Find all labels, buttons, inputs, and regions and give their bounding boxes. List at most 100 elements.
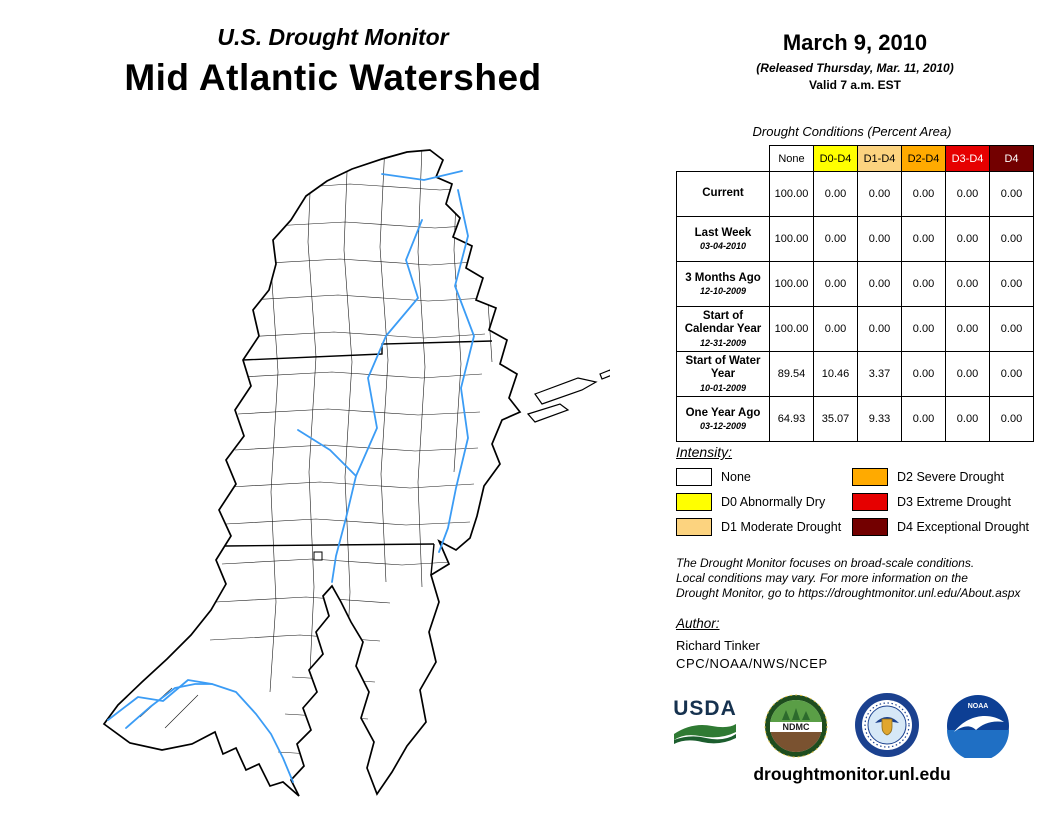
legend-item-d2: D2 Severe Drought	[852, 467, 1029, 486]
cell-value: 0.00	[945, 351, 990, 397]
row-label: One Year Ago 03-12-2009	[676, 396, 770, 442]
release-date: March 9, 2010	[782, 30, 928, 55]
legend-swatch-none	[676, 467, 712, 486]
cell-value: 35.07	[813, 396, 858, 442]
cell-value: 0.00	[901, 351, 946, 397]
legend-item-d3: D3 Extreme Drought	[852, 492, 1029, 511]
watershed-map-svg	[102, 149, 613, 797]
cell-value: 0.00	[989, 216, 1034, 262]
watershed-map	[30, 132, 613, 800]
legend-label: D2 Severe Drought	[897, 469, 1005, 484]
row-label-date: 12-31-2009	[699, 337, 747, 348]
ndmc-logo: NDMC	[764, 694, 828, 763]
release-valid: Valid 7 a.m. EST	[808, 78, 902, 92]
susquehanna-river	[331, 219, 423, 583]
commerce-seal-icon	[855, 693, 919, 757]
table-row-last-week: Last Week 03-04-2010 100.00 0.00 0.00 0.…	[676, 216, 1034, 262]
row-label-text: Last Week	[694, 226, 752, 239]
row-label: Current	[676, 171, 770, 217]
cell-value: 9.33	[857, 396, 902, 442]
release-subtitle: (Released Thursday, Mar. 11, 2010)	[756, 61, 954, 75]
cell-value: 0.00	[945, 306, 990, 352]
legend-label: None	[721, 469, 751, 484]
table-caption: Drought Conditions (Percent Area)	[752, 124, 952, 139]
drought-conditions-table: None D0-D4 D1-D4 D2-D4 D3-D4 D4 Current …	[676, 145, 1034, 442]
row-label-text: Start of Water Year	[685, 355, 761, 381]
cell-value: 0.00	[857, 216, 902, 262]
usda-logo: USDA	[672, 698, 738, 751]
svg-text:NDMC: NDMC	[783, 722, 810, 732]
row-label-date: 03-12-2009	[699, 420, 747, 431]
cell-value: 64.93	[769, 396, 814, 442]
legend-swatch-d4	[852, 517, 888, 536]
cell-value: 0.00	[901, 306, 946, 352]
cell-value: 100.00	[769, 216, 814, 262]
legend-item-d4: D4 Exceptional Drought	[852, 517, 1029, 536]
legend-item-d0: D0 Abnormally Dry	[676, 492, 841, 511]
mohawk-river	[381, 170, 463, 181]
author-name: Richard Tinker	[676, 638, 760, 653]
table-row-start-water-year: Start of Water Year 10-01-2009 89.54 10.…	[676, 351, 1034, 397]
potomac-river	[107, 679, 294, 783]
cell-value: 100.00	[769, 261, 814, 307]
cell-value: 10.46	[813, 351, 858, 397]
disclaimer-line: The Drought Monitor focuses on broad-sca…	[676, 556, 975, 570]
row-label-text: 3 Months Ago	[685, 271, 761, 284]
cell-value: 0.00	[813, 216, 858, 262]
title-block: U.S. Drought Monitor Mid Atlantic Waters…	[83, 24, 583, 99]
rivers	[107, 170, 475, 783]
col-header-d4: D4	[989, 145, 1034, 172]
legend-swatch-d2	[852, 467, 888, 486]
row-label-text: One Year Ago	[685, 406, 761, 419]
table-row-3-months-ago: 3 Months Ago 12-10-2009 100.00 0.00 0.00…	[676, 261, 1034, 307]
row-label-date: 03-04-2010	[699, 240, 747, 251]
cell-value: 100.00	[769, 306, 814, 352]
table-row-current: Current 100.00 0.00 0.00 0.00 0.00 0.00	[676, 171, 1034, 217]
legend-item-d1: D1 Moderate Drought	[676, 517, 841, 536]
intensity-legend-title: Intensity:	[676, 444, 733, 460]
cell-value: 0.00	[857, 261, 902, 307]
table-header-row: None D0-D4 D1-D4 D2-D4 D3-D4 D4	[676, 145, 1034, 172]
row-label: Start of Water Year 10-01-2009	[676, 351, 770, 397]
state-borders	[224, 340, 493, 576]
cell-value: 0.00	[813, 306, 858, 352]
legend-label: D3 Extreme Drought	[897, 494, 1011, 509]
cell-value: 0.00	[813, 261, 858, 307]
col-header-d2d4: D2-D4	[901, 145, 946, 172]
svg-text:NOAA: NOAA	[968, 703, 989, 710]
row-label: Last Week 03-04-2010	[676, 216, 770, 262]
cell-value: 0.00	[901, 261, 946, 307]
usdm-title: U.S. Drought Monitor	[217, 24, 449, 50]
shenandoah-river	[125, 683, 213, 729]
release-block: March 9, 2010 (Released Thursday, Mar. 1…	[700, 30, 1010, 92]
susquehanna-west-branch	[297, 429, 357, 477]
col-header-d1d4: D1-D4	[857, 145, 902, 172]
footer-url: droughtmonitor.unl.edu	[753, 764, 951, 784]
cell-value: 3.37	[857, 351, 902, 397]
table-corner	[676, 145, 770, 172]
legend-swatch-d1	[676, 517, 712, 536]
noaa-seal-icon: NOAA	[947, 695, 1009, 761]
row-label: 3 Months Ago 12-10-2009	[676, 261, 770, 307]
watershed-outline	[102, 149, 522, 797]
disclaimer-text: The Drought Monitor focuses on broad-sca…	[676, 556, 1056, 601]
ndmc-seal-icon: NDMC	[764, 694, 828, 758]
disclaimer-line: Drought Monitor, go to https://droughtmo…	[676, 586, 1021, 600]
noaa-logo: NOAA	[946, 694, 1010, 763]
cell-value: 0.00	[945, 171, 990, 217]
cell-value: 0.00	[989, 396, 1034, 442]
cell-value: 0.00	[857, 306, 902, 352]
author-organization: CPC/NOAA/NWS/NCEP	[676, 656, 828, 671]
cell-value: 0.00	[945, 396, 990, 442]
author-heading: Author:	[676, 616, 720, 631]
col-header-d0d4: D0-D4	[813, 145, 858, 172]
row-label-text: Start of Calendar Year	[684, 310, 762, 336]
cell-value: 0.00	[989, 261, 1034, 307]
cell-value: 0.00	[901, 216, 946, 262]
col-header-d3d4: D3-D4	[945, 145, 990, 172]
legend-swatch-d3	[852, 492, 888, 511]
col-header-none: None	[769, 145, 814, 172]
legend-column-right: D2 Severe Drought D3 Extreme Drought D4 …	[852, 467, 1029, 543]
legend-column-left: None D0 Abnormally Dry D1 Moderate Droug…	[676, 467, 841, 543]
